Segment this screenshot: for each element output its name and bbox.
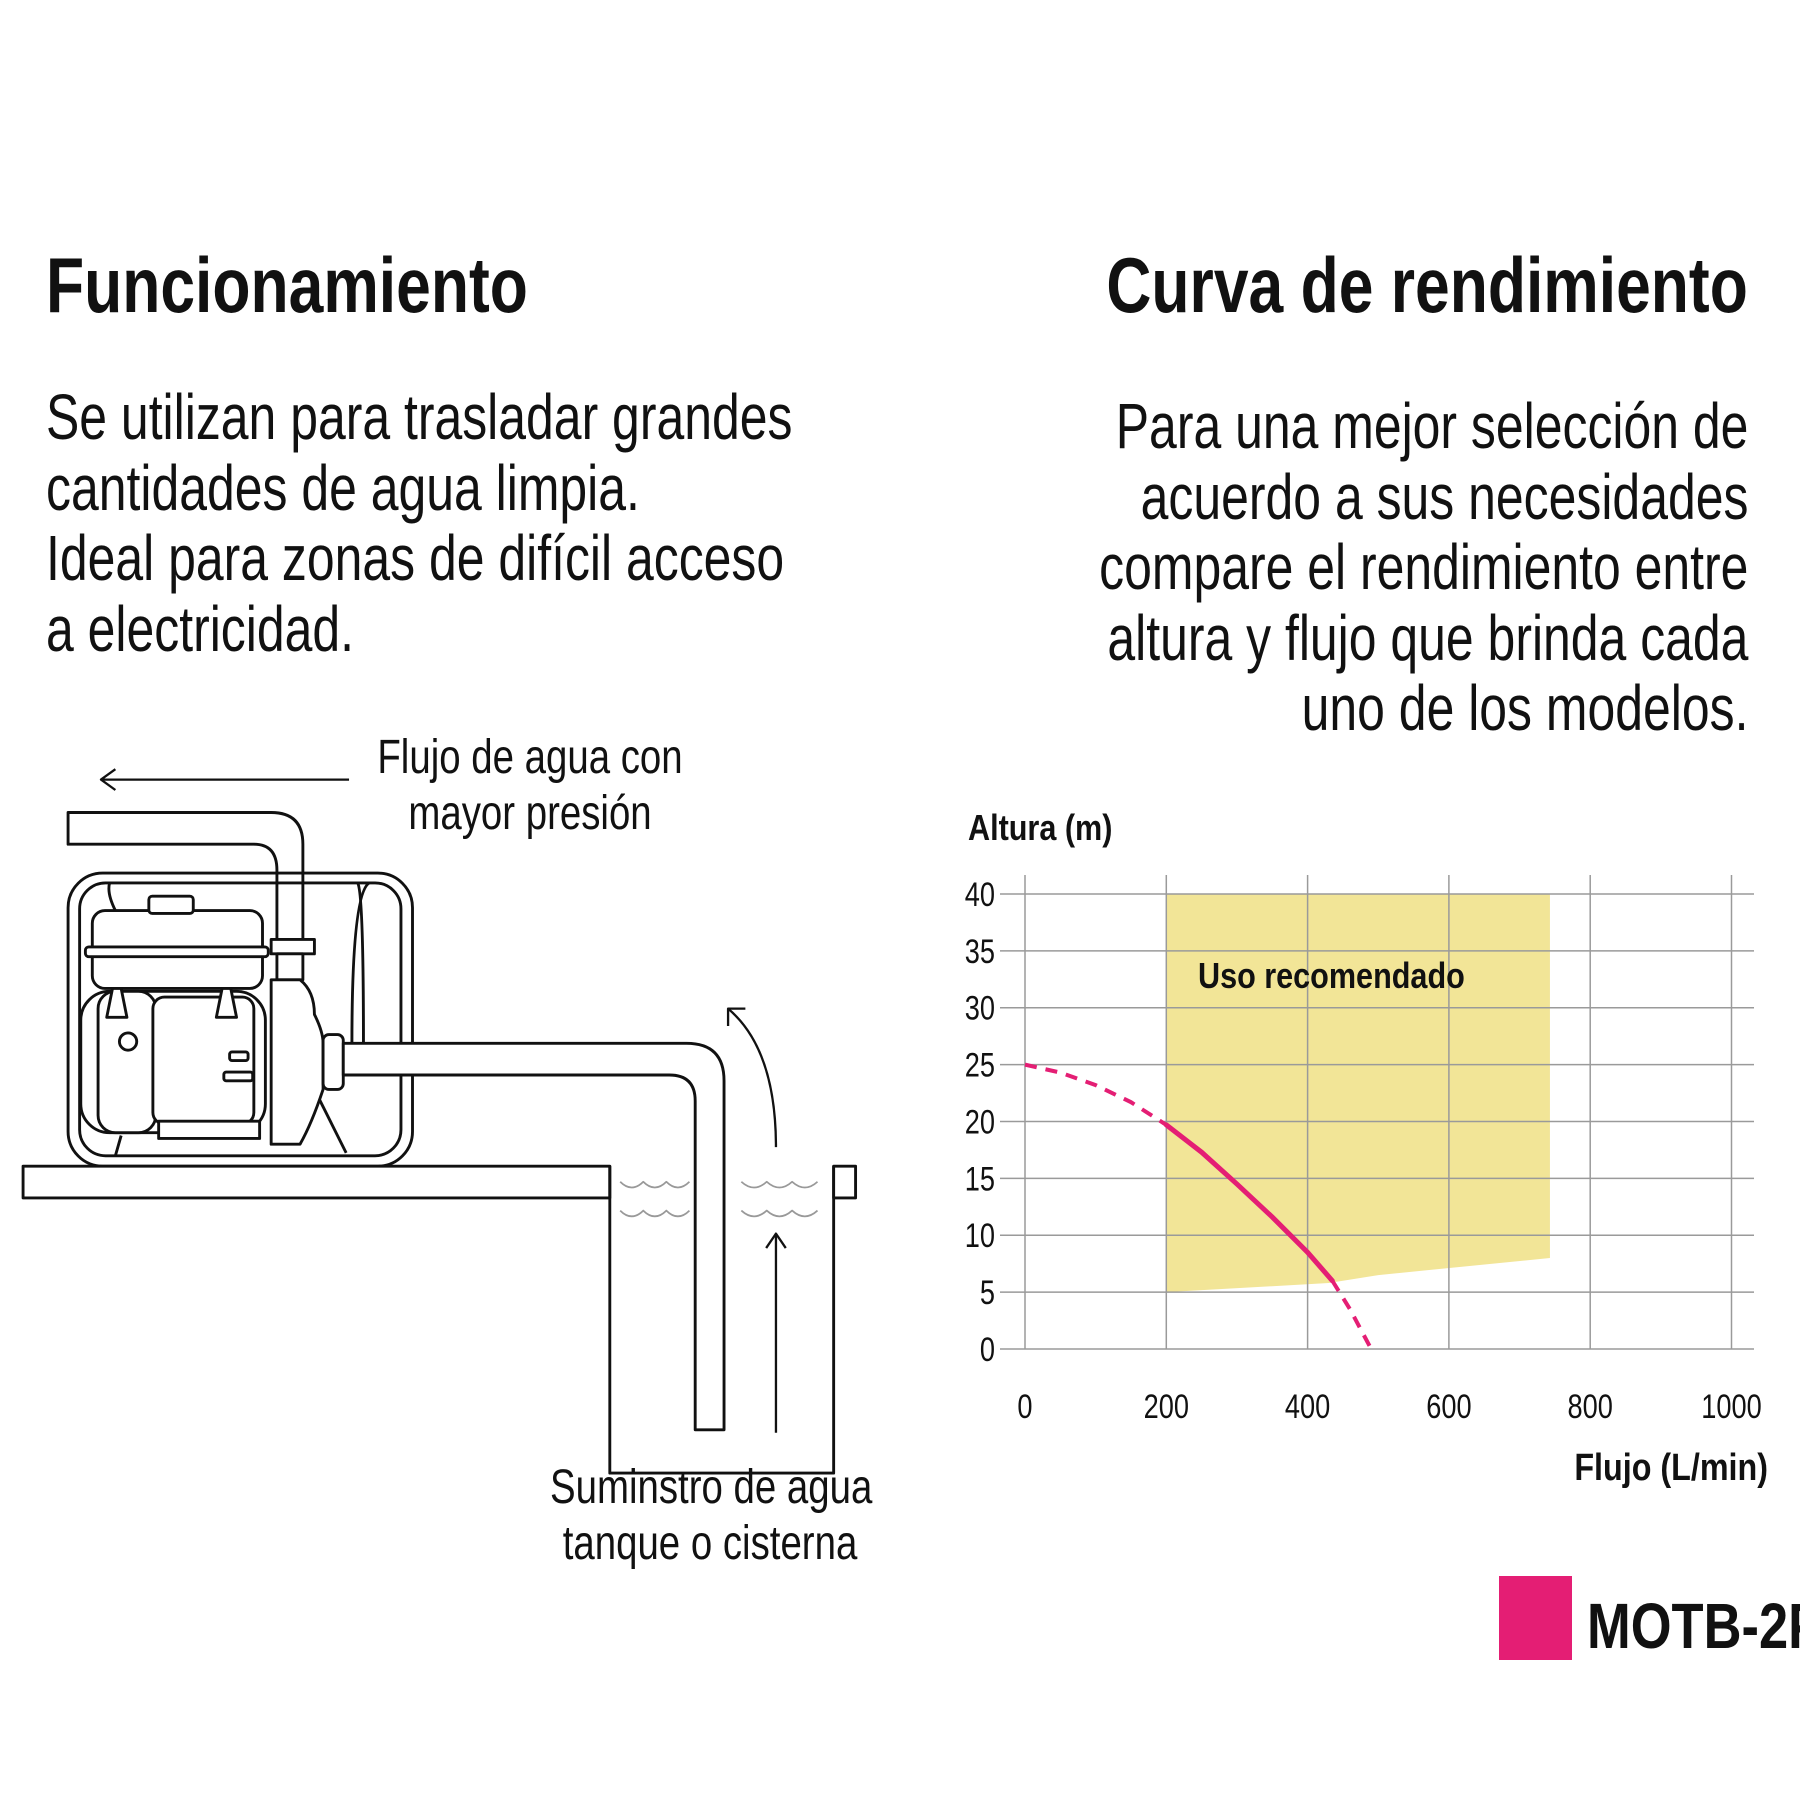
description-line: uno de los modelos.: [1301, 672, 1748, 744]
y-tick-label: 30: [965, 989, 995, 1028]
flow-label: Flujo de agua con mayor presión: [370, 730, 690, 842]
y-tick-label: 35: [965, 932, 995, 971]
description-line: altura y flujo que brinda cada: [1106, 601, 1748, 674]
flow-arrow-icon: [99, 768, 350, 791]
supply-label: Suminstro de agua tanque o cisterna: [550, 1460, 873, 1572]
description-line: a electricidad.: [46, 592, 355, 665]
section-title-funcionamiento: Funcionamiento: [46, 241, 528, 329]
x-tick-label: 200: [1144, 1387, 1189, 1426]
ground: [21, 1164, 612, 1200]
engine: [79, 894, 270, 1140]
x-tick-label: 800: [1568, 1387, 1613, 1426]
pump-housing: [269, 937, 345, 1146]
supply-label-line: tanque o cisterna: [562, 1517, 858, 1570]
x-tick-label: 0: [1017, 1387, 1032, 1426]
x-tick-label: 1000: [1701, 1387, 1761, 1426]
y-axis-title: Altura (m): [968, 809, 1112, 849]
y-tick-label: 40: [965, 875, 995, 914]
engine-switch-icon: [117, 1031, 139, 1052]
pump-diagram: [21, 768, 858, 1475]
x-tick-label: 600: [1426, 1387, 1471, 1426]
suction-pipe: [341, 1041, 726, 1432]
legend-label: MOTB-2P: [1587, 1591, 1800, 1662]
region-label: Uso recomendado: [1198, 957, 1465, 997]
description-line: acuerdo a sus necesidades: [1140, 460, 1748, 533]
description-line: Para una mejor selección de: [1115, 390, 1748, 462]
water-tank: [608, 1164, 858, 1475]
recommended-region: [1166, 894, 1550, 1293]
legend-swatch: [1499, 1576, 1572, 1660]
y-tick-label: 5: [980, 1273, 995, 1312]
series-line-dashed: [1024, 1062, 1168, 1127]
description-line: Ideal para zonas de difícil acceso: [46, 522, 785, 594]
flow-label-line: Flujo de agua con: [377, 731, 683, 784]
description-line: cantidades de agua limpia.: [46, 451, 640, 524]
description-line: Se utilizan para trasladar grandes: [46, 381, 793, 453]
series-line-solid: [1163, 1122, 1335, 1284]
description-right: Para una mejor selección de acuerdo a su…: [1099, 391, 1748, 744]
x-tick-label: 400: [1285, 1387, 1330, 1426]
y-tick-label: 15: [965, 1159, 995, 1198]
description-left: Se utilizan para trasladar grandes canti…: [46, 382, 792, 664]
suction-arrow-icon: [726, 1007, 787, 1433]
y-tick-label: 10: [965, 1216, 995, 1255]
x-axis-title: Flujo (L/min): [1574, 1447, 1768, 1489]
supply-label-line: Suminstro de agua: [550, 1461, 873, 1514]
series-line-dashed: [1330, 1279, 1373, 1350]
section-title-curva: Curva de rendimiento: [1106, 241, 1748, 329]
water-waves-icon: [619, 1180, 819, 1218]
y-tick-label: 0: [980, 1330, 995, 1369]
flow-label-line: mayor presión: [408, 787, 652, 840]
description-line: compare el rendimiento entre: [1098, 531, 1748, 603]
y-tick-label: 25: [965, 1046, 995, 1085]
y-tick-label: 20: [965, 1103, 995, 1142]
